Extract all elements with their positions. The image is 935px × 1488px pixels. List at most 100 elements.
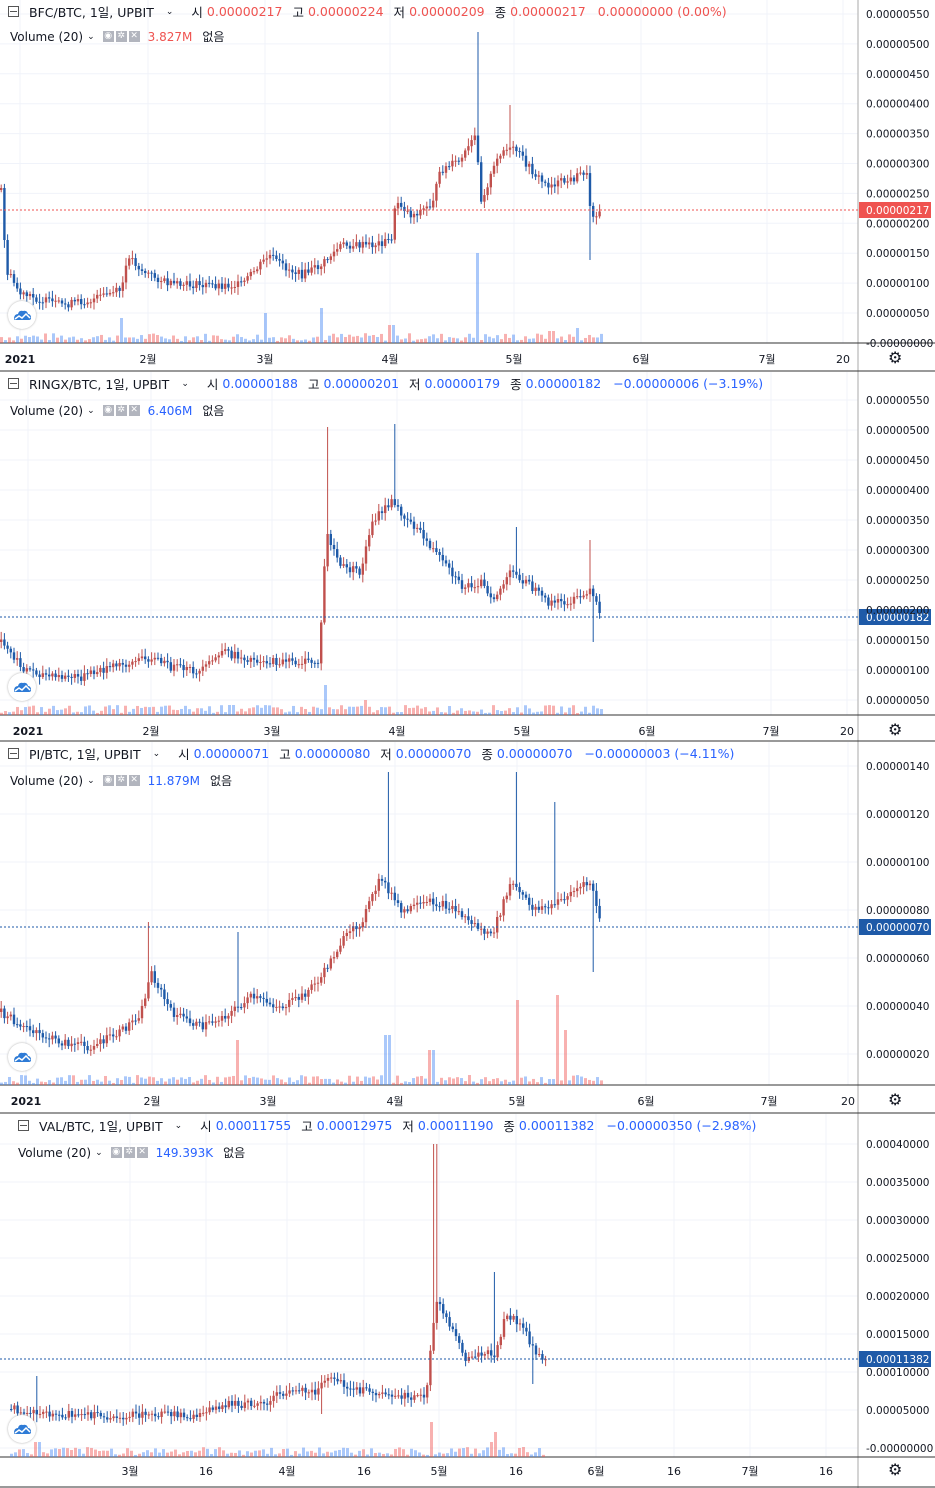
gear-icon[interactable]: ✲ — [115, 775, 127, 786]
symbol-label[interactable]: PI/BTC, 1일, UPBIT — [29, 747, 141, 762]
chevron-down-icon[interactable]: ⌄ — [87, 405, 95, 416]
volume-bar — [108, 1080, 111, 1085]
collapse-icon[interactable] — [18, 1120, 29, 1131]
candle-body — [272, 658, 275, 664]
price-chart[interactable]: 0.000113820.000400000.000350000.00030000… — [0, 1114, 935, 1488]
candle-body — [300, 663, 304, 665]
eye-icon[interactable]: ◉ — [102, 31, 114, 42]
candle-body — [454, 1329, 458, 1337]
close-icon[interactable]: ✕ — [128, 405, 140, 416]
close-icon[interactable]: ✕ — [136, 1147, 148, 1158]
volume-bar — [532, 712, 535, 715]
candle-body — [192, 1023, 195, 1026]
candle-body — [288, 269, 291, 271]
x-tick-label: 4월 — [388, 725, 405, 738]
volume-bar — [252, 1076, 255, 1085]
volume-bar — [112, 1082, 115, 1085]
candle-body — [473, 923, 476, 925]
candle-body — [435, 1301, 438, 1323]
volume-label[interactable]: Volume (20) — [10, 29, 84, 44]
candle-body — [134, 1411, 138, 1414]
gear-icon[interactable]: ⚙ — [888, 348, 903, 367]
close-icon[interactable]: ✕ — [128, 775, 140, 786]
chart-panel-2[interactable]: 0.00000182 0.00000550 0.00000500 0.00000450… — [0, 372, 935, 742]
volume-bar — [252, 339, 255, 343]
candle-body — [284, 263, 288, 271]
price-chart[interactable]: 0.000000700.000001400.000001200.00000100… — [0, 742, 935, 1114]
candle-body — [371, 893, 374, 902]
volume-bar — [194, 1452, 197, 1457]
candle-body — [198, 1021, 201, 1023]
gear-icon[interactable]: ✲ — [115, 405, 127, 416]
candle-body — [198, 281, 201, 286]
volume-bar — [122, 1453, 125, 1457]
chevron-down-icon[interactable]: ⌄ — [181, 378, 189, 389]
volume-bar — [196, 1080, 199, 1085]
y-tick-label: 0.00035000 — [866, 1177, 929, 1189]
candle-body — [70, 676, 73, 678]
chart-panel-3[interactable]: 0.00000070 0.00000140 0.00000120 0.00000100… — [0, 742, 935, 1114]
chevron-down-icon[interactable]: ⌄ — [174, 1120, 183, 1131]
symbol-label[interactable]: VAL/BTC, 1일, UPBIT — [39, 1119, 163, 1134]
chevron-down-icon[interactable]: ⌄ — [95, 1147, 103, 1158]
symbol-label[interactable]: BFC/BTC, 1일, UPBIT — [29, 5, 154, 20]
candle-body — [390, 239, 393, 241]
candle-body — [348, 931, 352, 934]
chart-panel-4[interactable]: 0.00011382 0.00040000 0.00035000 0.00030000… — [0, 1114, 935, 1488]
candle-body — [147, 1414, 150, 1416]
volume-label[interactable]: Volume (20) — [10, 773, 84, 788]
gear-icon[interactable]: ⚙ — [888, 720, 903, 739]
candle-body — [157, 1416, 160, 1418]
symbol-label[interactable]: RINGX/BTC, 1일, UPBIT — [29, 377, 170, 392]
volume-bar — [134, 1454, 137, 1457]
close-icon[interactable]: ✕ — [128, 31, 140, 42]
volume-bar — [142, 1452, 145, 1457]
eye-icon[interactable]: ◉ — [102, 405, 114, 416]
gear-icon[interactable]: ⚙ — [888, 1090, 903, 1109]
volume-label[interactable]: Volume (20) — [18, 1145, 92, 1160]
candle-body — [10, 1409, 13, 1410]
volume-bar — [180, 708, 183, 715]
volume-bar — [324, 685, 327, 715]
eye-icon[interactable]: ◉ — [102, 775, 114, 786]
gear-icon[interactable]: ✲ — [123, 1147, 135, 1158]
candle-body — [364, 546, 368, 564]
price-chart[interactable]: 0.000002170.000005500.000005000.00000450… — [0, 0, 935, 372]
volume-bar — [400, 712, 403, 715]
volume-bar — [376, 1079, 379, 1085]
volume-label[interactable]: Volume (20) — [10, 403, 84, 418]
volume-bar — [430, 1422, 433, 1457]
price-chart[interactable]: 0.000001820.000005500.000005000.00000450… — [0, 372, 935, 742]
candle-body — [16, 282, 19, 289]
candle-body — [128, 258, 131, 266]
volume-bar — [420, 708, 423, 715]
candle-body — [566, 181, 569, 183]
chevron-down-icon[interactable]: ⌄ — [87, 775, 95, 786]
candle-body — [432, 1322, 435, 1351]
volume-bar — [396, 1075, 399, 1085]
candle-body — [102, 293, 105, 295]
volume-bar — [424, 1078, 427, 1085]
volume-bar — [516, 707, 519, 715]
volume-bar — [540, 711, 543, 715]
collapse-icon[interactable] — [8, 748, 19, 759]
volume-bar — [458, 1448, 461, 1457]
chevron-down-icon[interactable]: ⌄ — [152, 748, 161, 759]
candle-body — [368, 901, 371, 910]
volume-bar — [72, 336, 75, 343]
chevron-down-icon[interactable]: ⌄ — [87, 31, 95, 42]
gear-icon[interactable]: ✲ — [115, 31, 127, 42]
candle-body — [73, 674, 76, 678]
chart-panel-1[interactable]: 0.00000217 0.00000550 0.00000500 0.00000450… — [0, 0, 935, 372]
volume-bar — [264, 1079, 267, 1085]
candle-body — [598, 601, 601, 614]
volume-bar — [496, 335, 499, 343]
collapse-icon[interactable] — [8, 6, 19, 17]
gear-icon[interactable]: ⚙ — [888, 1460, 903, 1479]
candle-body — [252, 271, 256, 273]
eye-icon[interactable]: ◉ — [110, 1147, 122, 1158]
chevron-down-icon[interactable]: ⌄ — [165, 6, 174, 17]
collapse-icon[interactable] — [8, 378, 19, 389]
volume-bar — [130, 1450, 133, 1457]
volume-bar — [96, 1079, 99, 1085]
